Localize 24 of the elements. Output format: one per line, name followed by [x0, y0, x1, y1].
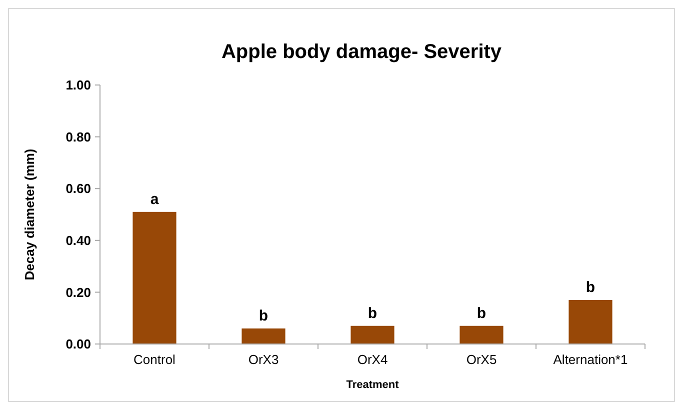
y-tick-label: 0.40 [66, 232, 91, 248]
x-tick-label: Alternation*1 [553, 352, 628, 367]
x-tick-label: OrX4 [357, 352, 388, 367]
x-tick-label: Control [134, 352, 176, 367]
x-axis-title: Treatment [346, 379, 400, 391]
x-tick-label: OrX5 [466, 352, 497, 367]
annotation: b [586, 278, 596, 296]
annotation: a [150, 190, 160, 208]
y-tick-label: 1.00 [66, 78, 91, 93]
y-tick-label: 0.80 [66, 129, 91, 144]
bar [568, 300, 612, 344]
y-tick-label: 0.60 [66, 181, 91, 196]
bar [242, 328, 286, 344]
y-tick-label: 0.20 [66, 284, 91, 300]
annotation: b [258, 307, 268, 324]
annotation: b [476, 304, 486, 322]
bar [350, 326, 394, 344]
y-axis-title: Decay diameter (mm) [22, 148, 37, 280]
y-tick-label: 0.00 [66, 336, 91, 352]
x-tick-label: OrX3 [248, 352, 279, 367]
chart-title: Apple body damage- Severity [221, 41, 502, 63]
bar [460, 326, 504, 344]
bar [132, 212, 176, 344]
annotation: b [368, 304, 378, 322]
